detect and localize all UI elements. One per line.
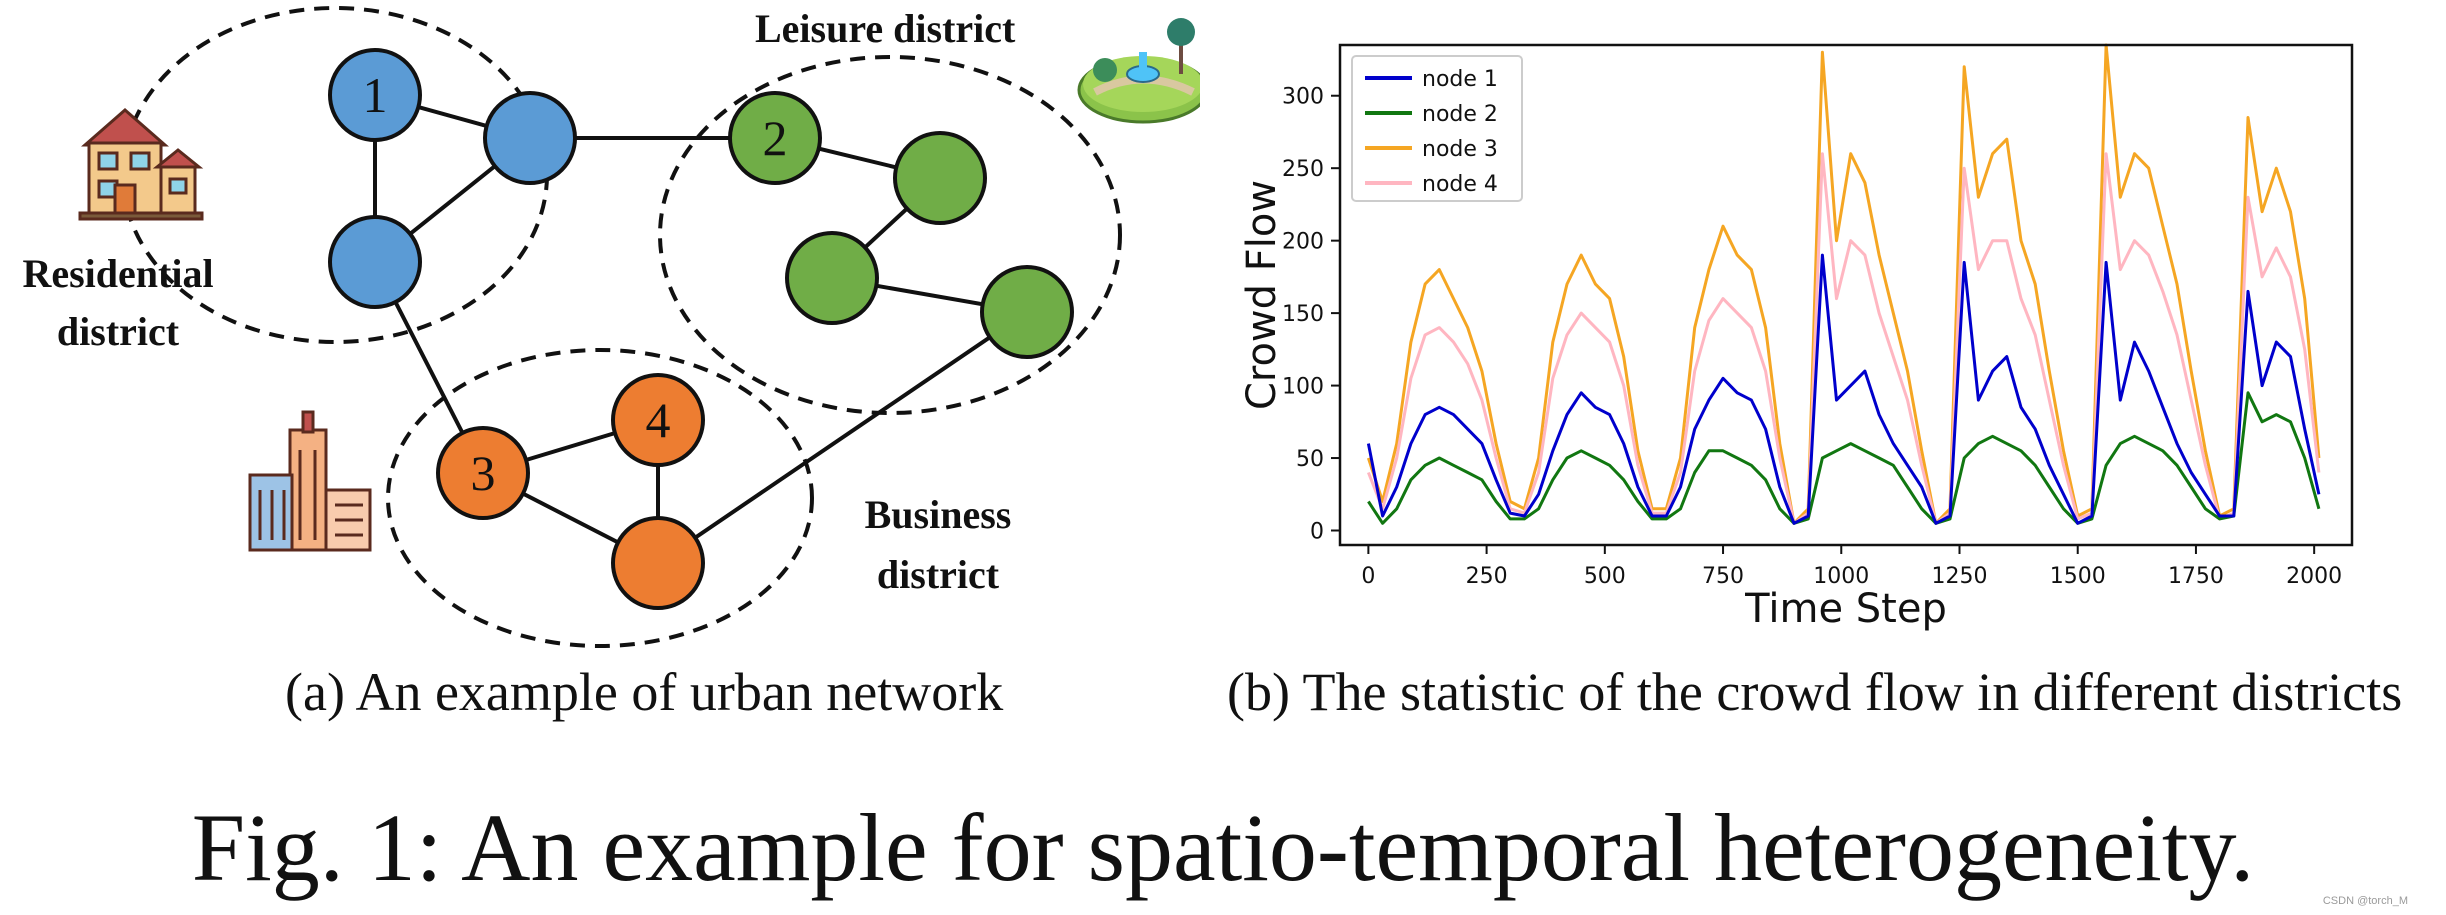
x-tick-label: 2000 [2286, 564, 2342, 589]
legend-label: node 4 [1422, 172, 1498, 197]
x-tick-label: 1500 [2050, 564, 2106, 589]
node-residential-3 [328, 215, 422, 309]
x-tick-label: 1000 [1813, 564, 1869, 589]
node-leisure-3 [785, 231, 879, 325]
node-2 [728, 91, 822, 185]
watermark: CSDN @torch_M [2322, 895, 2408, 907]
residential-district-label-line1: Residential [22, 251, 213, 296]
crowd-flow-chart: 0 250 500 750 1000 1250 1500 1750 2000 0 50 100 150… [1239, 43, 2354, 632]
plot-frame [1338, 43, 2354, 547]
node-3-label: 3 [471, 445, 496, 501]
series-line-node-1 [1366, 253, 2321, 525]
legend-label: node 2 [1422, 102, 1498, 127]
business-district-label-line1: Business [865, 492, 1012, 537]
node-2-label: 2 [763, 110, 788, 166]
node-4-label: 4 [646, 392, 671, 448]
y-tick-label: 300 [1282, 85, 1324, 110]
node-4 [611, 373, 705, 467]
series-line-node-4 [1367, 152, 2321, 525]
node-1 [328, 48, 422, 142]
x-tick-label: 500 [1584, 564, 1626, 589]
node-leisure-2 [893, 131, 987, 225]
x-tick-label: 750 [1702, 564, 1744, 589]
y-tick-label: 150 [1282, 302, 1324, 327]
y-tick-label: 200 [1282, 230, 1324, 255]
y-tick-label: 0 [1310, 520, 1324, 545]
business-district-boundary [386, 348, 814, 648]
x-tick-label: 0 [1361, 564, 1375, 589]
panel-a-caption: (a) An example of urban network [285, 662, 1004, 722]
business-district-label-line2: district [877, 552, 1000, 597]
urban-network-diagram: 1 2 3 4 Residential district Leisure dis… [22, 6, 1200, 648]
node-3 [436, 426, 530, 520]
leisure-district-label: Leisure district [755, 6, 1016, 51]
park-icon [1077, 18, 1200, 124]
node-business-3 [611, 516, 705, 610]
series-line-node-3 [1366, 43, 2321, 525]
y-tick-label: 50 [1296, 447, 1324, 472]
x-tick-label: 1750 [2168, 564, 2224, 589]
legend: node 1 node 2 node 3 node 4 [1351, 55, 1523, 202]
y-axis-label: Crowd Flow [1239, 180, 1285, 410]
node-leisure-4 [980, 265, 1074, 359]
node-1-label: 1 [363, 67, 388, 123]
office-buildings-icon [248, 410, 372, 552]
figure-caption: Fig. 1: An example for spatio-temporal h… [191, 794, 2255, 901]
legend-label: node 3 [1422, 137, 1498, 162]
leisure-district-boundary [658, 55, 1122, 415]
y-tick-label: 100 [1282, 375, 1324, 400]
x-tick-label: 250 [1466, 564, 1508, 589]
panel-b-caption: (b) The statistic of the crowd flow in d… [1227, 662, 2403, 722]
node-residential-2 [483, 91, 577, 185]
legend-box [1351, 55, 1523, 202]
legend-label: node 1 [1422, 67, 1498, 92]
residential-district-label-line2: district [57, 309, 180, 354]
x-tick-label: 1250 [1931, 564, 1987, 589]
series-line-node-2 [1367, 391, 2321, 525]
x-axis-label: Time Step [1744, 586, 1947, 632]
edge-b3-l4 [656, 310, 1029, 565]
house-icon [78, 108, 204, 221]
y-tick-label: 250 [1282, 157, 1324, 182]
